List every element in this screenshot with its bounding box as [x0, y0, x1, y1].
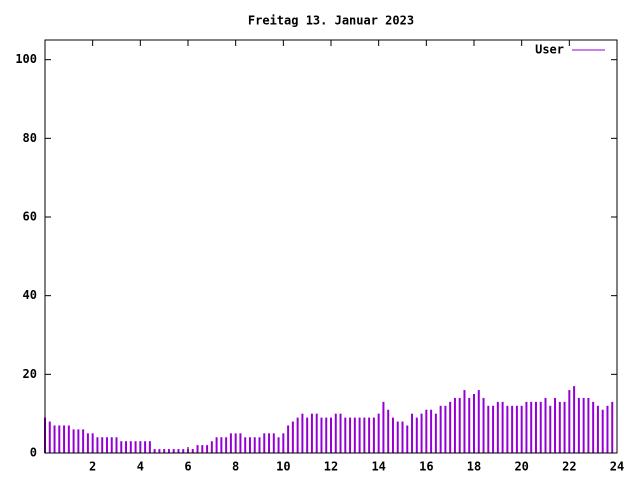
x-tick-label: 22: [562, 460, 576, 474]
legend-label: User: [535, 43, 564, 57]
x-tick-label: 8: [232, 460, 239, 474]
x-tick-label: 12: [324, 460, 338, 474]
x-tick-label: 10: [276, 460, 290, 474]
y-tick-label: 20: [23, 367, 37, 381]
x-tick-label: 24: [610, 460, 624, 474]
x-tick-label: 16: [419, 460, 433, 474]
x-tick-label: 14: [371, 460, 385, 474]
x-tick-label: 20: [514, 460, 528, 474]
y-tick-label: 0: [30, 446, 37, 460]
chart-title: Freitag 13. Januar 2023: [248, 14, 414, 28]
y-tick-label: 80: [23, 131, 37, 145]
plot-frame: [44, 39, 618, 454]
y-tick-label: 40: [23, 288, 37, 302]
x-tick-label: 18: [467, 460, 481, 474]
x-tick-label: 4: [137, 460, 144, 474]
y-tick-label: 60: [23, 210, 37, 224]
y-tick-label: 100: [15, 52, 37, 66]
x-tick-label: 6: [184, 460, 191, 474]
x-tick-label: 2: [89, 460, 96, 474]
